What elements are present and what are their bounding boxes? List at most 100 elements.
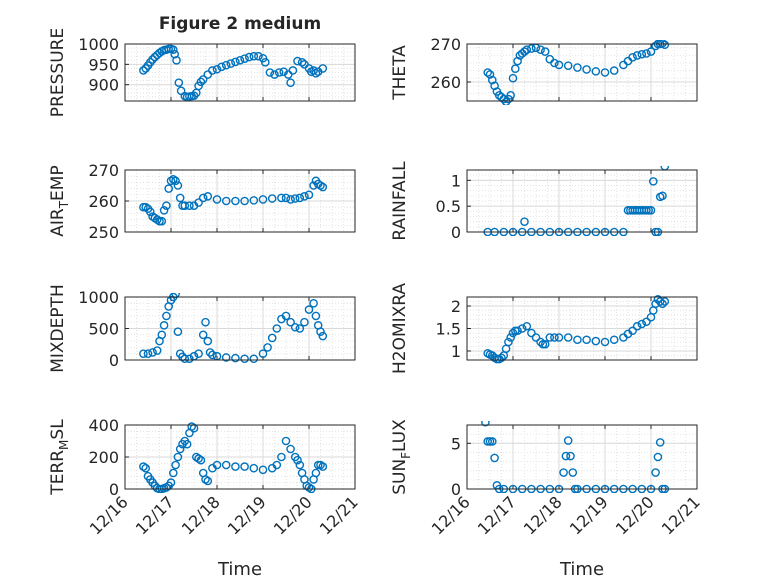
data-point [263,343,272,352]
data-point [637,319,647,329]
data-point [221,196,231,206]
data-point [274,68,284,77]
data-point [520,217,529,226]
y-axis-label: H2OMIXRA [390,283,410,374]
data-point [175,193,185,203]
data-point [591,67,601,76]
data-point [508,73,518,83]
y-tick-label: 0 [109,351,119,370]
data-point [499,94,509,104]
y-tick-label: 900 [88,76,119,95]
subplot-theta: 260 270 THETA [390,35,698,105]
data-point [208,66,217,75]
y-tick-label: 5 [451,434,461,453]
data-point [481,421,490,427]
data-point [265,68,275,77]
x-tick-label: 12/21 [658,492,704,538]
data-point [139,462,148,471]
x-tick-label: 12/18 [178,492,224,538]
data-point [159,205,169,215]
data-point [290,322,300,332]
data-point [201,475,210,484]
data-point [198,193,208,203]
data-point [510,64,520,73]
data-point [159,321,169,330]
y-axis-label: AIRTEMP [48,165,71,236]
data-point [244,52,254,62]
y-tick-label: 500 [88,320,119,339]
axes-box [466,43,698,102]
data-point [249,196,259,205]
data-point [295,324,305,333]
data-point [497,353,506,363]
data-point [300,317,309,327]
data-point [506,91,516,100]
data-point [277,193,286,203]
data-series [139,174,328,226]
y-tick-label: 200 [88,448,119,467]
data-point [554,60,564,70]
data-point [559,468,568,477]
x-axis-label-right: Time [559,559,604,580]
data-point [157,216,167,226]
data-point [212,195,222,204]
data-point [483,68,493,77]
data-point [221,460,231,470]
axes-box [466,424,698,490]
data-point [240,196,249,206]
data-point [168,468,178,478]
data-point [658,191,667,201]
data-point [162,311,171,321]
data-point [175,444,185,454]
y-tick-label: 260 [430,73,461,92]
data-point [173,181,183,190]
data-point [632,321,642,331]
x-tick-label: 12/17 [132,492,178,538]
data-point [545,333,555,342]
y-axis-label: THETA [390,45,410,101]
subplot-mixdepth: 0 500 1000 MIXDEPTH [48,284,356,373]
data-point [290,194,300,203]
x-tick-label: 12/19 [566,492,612,538]
data-point [573,63,582,72]
x-tick-label: 12/19 [224,492,270,538]
data-point [166,478,176,487]
data-point [221,353,231,362]
data-point [651,468,660,477]
data-point [286,444,295,454]
data-point [304,483,314,492]
data-point [198,330,208,340]
y-tick-label: 400 [88,416,119,435]
data-point [646,47,656,56]
data-point [660,297,670,306]
subplot-terr-msl: 0 200 400 TERRMSL 12/16 12/17 12/18 12/19 12/20 1… [48,416,362,538]
data-point [281,436,291,446]
data-point [172,55,181,65]
data-point [293,56,302,66]
data-point [600,68,610,77]
axes-background [467,425,697,489]
data-point [561,451,571,461]
data-point [582,335,591,345]
data-point [148,55,157,64]
data-point [522,321,532,331]
data-point [226,59,236,68]
data-point [309,298,318,308]
data-point [506,333,516,342]
data-point [487,437,497,446]
data-point [311,468,321,478]
data-point [139,66,148,75]
data-point [660,166,670,171]
subplot-air-temp: 250 260 270 AIRTEMP [48,161,356,242]
data-point [182,439,192,449]
data-point [649,177,658,186]
data-point [582,65,591,74]
data-point [196,455,206,465]
data-point [141,463,150,473]
data-point [527,44,536,53]
data-point [162,201,171,210]
data-point [563,436,573,445]
data-point [174,78,184,87]
